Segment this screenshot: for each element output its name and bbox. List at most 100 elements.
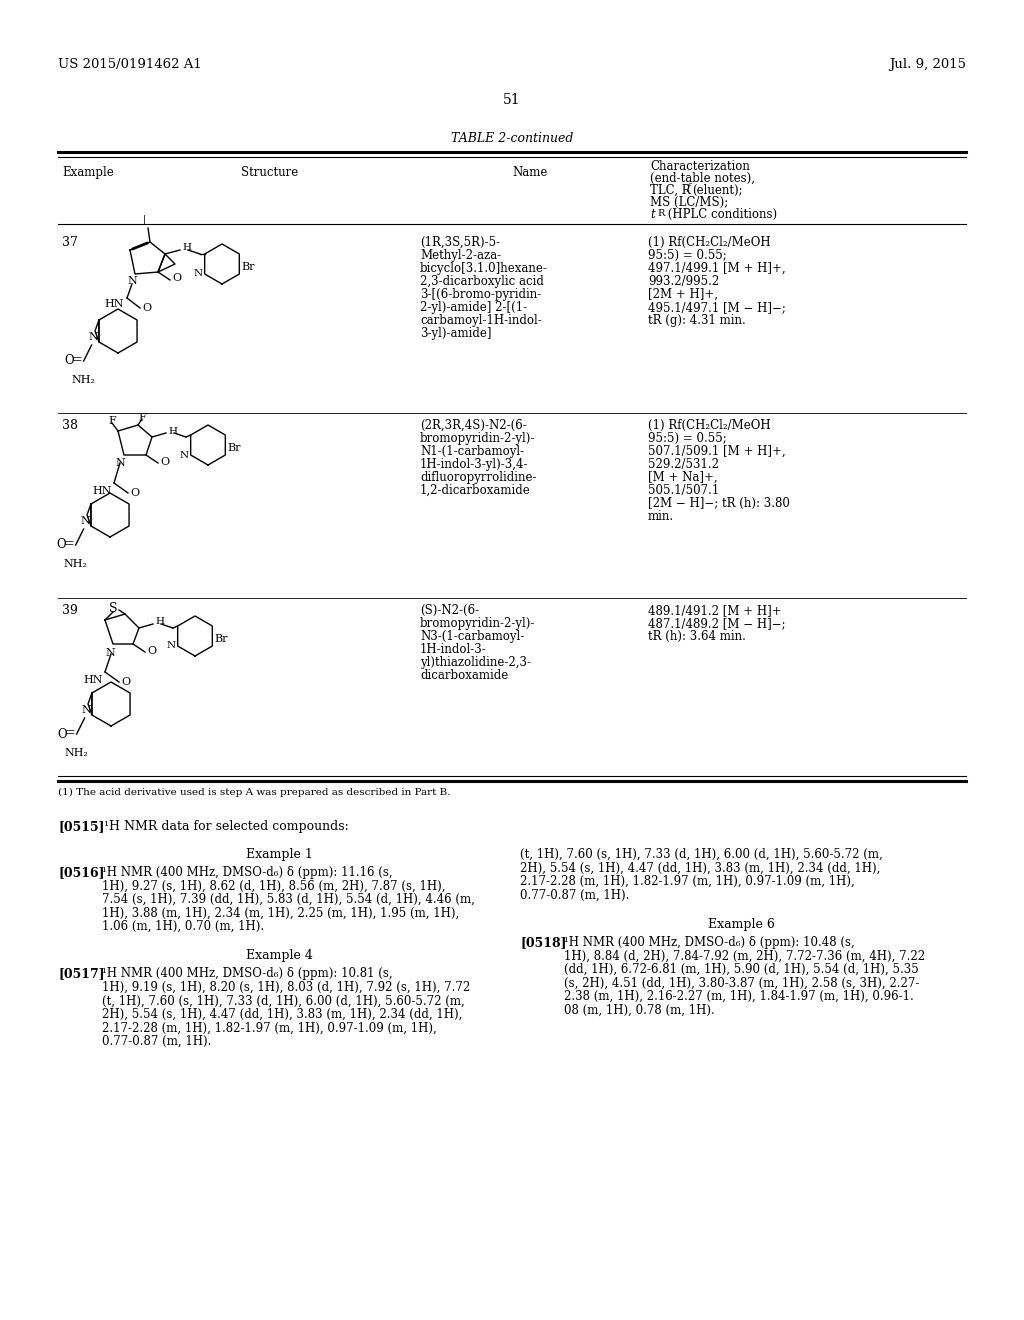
Text: 529.2/531.2: 529.2/531.2 (648, 458, 719, 471)
Text: O: O (160, 457, 169, 467)
Text: =: = (63, 537, 74, 550)
Text: dicarboxamide: dicarboxamide (420, 669, 508, 682)
Text: N: N (167, 642, 176, 651)
Text: t: t (650, 209, 654, 220)
Text: HN: HN (92, 486, 112, 496)
Text: ¹H NMR (400 MHz, DMSO-d₆) δ (ppm): 10.81 (s,: ¹H NMR (400 MHz, DMSO-d₆) δ (ppm): 10.81… (102, 968, 392, 981)
Text: [0515]: [0515] (58, 820, 104, 833)
Text: (S)-N2-(6-: (S)-N2-(6- (420, 605, 479, 616)
Text: Jul. 9, 2015: Jul. 9, 2015 (889, 58, 966, 71)
Text: O: O (56, 539, 67, 552)
Text: N3-(1-carbamoyl-: N3-(1-carbamoyl- (420, 630, 524, 643)
Text: =: = (72, 354, 82, 367)
Text: H: H (155, 618, 164, 627)
Text: 7.54 (s, 1H), 7.39 (dd, 1H), 5.83 (d, 1H), 5.54 (d, 1H), 4.46 (m,: 7.54 (s, 1H), 7.39 (dd, 1H), 5.83 (d, 1H… (102, 894, 475, 906)
Text: [2M + H]+,: [2M + H]+, (648, 288, 718, 301)
Text: N: N (194, 269, 203, 279)
Text: Br: Br (227, 444, 241, 453)
Text: Name: Name (512, 166, 548, 180)
Text: Methyl-2-aza-: Methyl-2-aza- (420, 249, 501, 261)
Text: 37: 37 (62, 236, 78, 249)
Text: 0.77-0.87 (m, 1H).: 0.77-0.87 (m, 1H). (520, 888, 630, 902)
Text: [0518]: [0518] (520, 936, 566, 949)
Text: 2.17-2.28 (m, 1H), 1.82-1.97 (m, 1H), 0.97-1.09 (m, 1H),: 2.17-2.28 (m, 1H), 1.82-1.97 (m, 1H), 0.… (520, 875, 855, 888)
Text: |: | (142, 214, 145, 224)
Text: 1H-indol-3-yl)-3,4-: 1H-indol-3-yl)-3,4- (420, 458, 528, 471)
Text: 1H), 9.19 (s, 1H), 8.20 (s, 1H), 8.03 (d, 1H), 7.92 (s, 1H), 7.72: 1H), 9.19 (s, 1H), 8.20 (s, 1H), 8.03 (d… (102, 981, 470, 994)
Text: 1H), 9.27 (s, 1H), 8.62 (d, 1H), 8.56 (m, 2H), 7.87 (s, 1H),: 1H), 9.27 (s, 1H), 8.62 (d, 1H), 8.56 (m… (102, 879, 445, 892)
Text: H: H (182, 243, 191, 252)
Text: O: O (142, 304, 152, 313)
Text: N: N (89, 333, 98, 342)
Text: 95:5) = 0.55;: 95:5) = 0.55; (648, 249, 727, 261)
Text: NH₂: NH₂ (63, 558, 88, 569)
Text: 489.1/491.2 [M + H]+: 489.1/491.2 [M + H]+ (648, 605, 781, 616)
Text: (t, 1H), 7.60 (s, 1H), 7.33 (d, 1H), 6.00 (d, 1H), 5.60-5.72 (m,: (t, 1H), 7.60 (s, 1H), 7.33 (d, 1H), 6.0… (102, 994, 465, 1007)
Text: ¹H NMR (400 MHz, DMSO-d₆) δ (ppm): 11.16 (s,: ¹H NMR (400 MHz, DMSO-d₆) δ (ppm): 11.16… (102, 866, 392, 879)
Text: (1) The acid derivative used is step A was prepared as described in Part B.: (1) The acid derivative used is step A w… (58, 788, 451, 797)
Text: 08 (m, 1H), 0.78 (m, 1H).: 08 (m, 1H), 0.78 (m, 1H). (564, 1003, 715, 1016)
Text: Characterization: Characterization (650, 160, 750, 173)
Text: N: N (81, 516, 90, 525)
Text: f: f (687, 183, 690, 191)
Text: [0516]: [0516] (58, 866, 104, 879)
Text: =: = (65, 726, 75, 739)
Text: F: F (109, 416, 116, 426)
Text: 495.1/497.1 [M − H]−;: 495.1/497.1 [M − H]−; (648, 301, 785, 314)
Text: (dd, 1H), 6.72-6.81 (m, 1H), 5.90 (d, 1H), 5.54 (d, 1H), 5.35: (dd, 1H), 6.72-6.81 (m, 1H), 5.90 (d, 1H… (564, 964, 919, 975)
Text: 2H), 5.54 (s, 1H), 4.47 (dd, 1H), 3.83 (m, 1H), 2.34 (dd, 1H),: 2H), 5.54 (s, 1H), 4.47 (dd, 1H), 3.83 (… (102, 1008, 463, 1020)
Text: N: N (179, 450, 188, 459)
Text: Example 6: Example 6 (708, 917, 774, 931)
Text: NH₂: NH₂ (72, 375, 95, 385)
Text: 2-yl)-amide] 2-[(1-: 2-yl)-amide] 2-[(1- (420, 301, 527, 314)
Text: Structure: Structure (242, 166, 299, 180)
Text: 1.06 (m, 1H), 0.70 (m, 1H).: 1.06 (m, 1H), 0.70 (m, 1H). (102, 920, 264, 933)
Text: O: O (130, 488, 139, 498)
Text: S: S (109, 602, 118, 615)
Text: bicyclo[3.1.0]hexane-: bicyclo[3.1.0]hexane- (420, 261, 548, 275)
Text: 505.1/507.1: 505.1/507.1 (648, 484, 719, 498)
Text: 1H), 3.88 (m, 1H), 2.34 (m, 1H), 2.25 (m, 1H), 1.95 (m, 1H),: 1H), 3.88 (m, 1H), 2.34 (m, 1H), 2.25 (m… (102, 907, 459, 920)
Text: TABLE 2-continued: TABLE 2-continued (451, 132, 573, 144)
Text: 507.1/509.1 [M + H]+,: 507.1/509.1 [M + H]+, (648, 445, 785, 458)
Text: (HPLC conditions): (HPLC conditions) (664, 209, 777, 220)
Text: 2.17-2.28 (m, 1H), 1.82-1.97 (m, 1H), 0.97-1.09 (m, 1H),: 2.17-2.28 (m, 1H), 1.82-1.97 (m, 1H), 0.… (102, 1022, 437, 1035)
Text: N: N (105, 648, 115, 657)
Text: Br: Br (214, 634, 227, 644)
Text: O: O (65, 355, 75, 367)
Text: bromopyridin-2-yl)-: bromopyridin-2-yl)- (420, 432, 536, 445)
Text: HN: HN (83, 675, 102, 685)
Text: [M + Na]+,: [M + Na]+, (648, 471, 718, 484)
Text: Br: Br (242, 261, 255, 272)
Text: Example 4: Example 4 (246, 949, 312, 962)
Text: 2H), 5.54 (s, 1H), 4.47 (dd, 1H), 3.83 (m, 1H), 2.34 (dd, 1H),: 2H), 5.54 (s, 1H), 4.47 (dd, 1H), 3.83 (… (520, 862, 881, 874)
Text: 993.2/995.2: 993.2/995.2 (648, 275, 719, 288)
Text: 38: 38 (62, 418, 78, 432)
Text: 1H), 8.84 (d, 2H), 7.84-7.92 (m, 2H), 7.72-7.36 (m, 4H), 7.22: 1H), 8.84 (d, 2H), 7.84-7.92 (m, 2H), 7.… (564, 949, 925, 962)
Text: O: O (57, 727, 68, 741)
Text: N: N (127, 276, 137, 286)
Text: 497.1/499.1 [M + H]+,: 497.1/499.1 [M + H]+, (648, 261, 785, 275)
Text: min.: min. (648, 510, 674, 523)
Text: N1-(1-carbamoyl-: N1-(1-carbamoyl- (420, 445, 524, 458)
Text: H: H (168, 426, 177, 436)
Text: F: F (138, 413, 145, 422)
Text: 2.38 (m, 1H), 2.16-2.27 (m, 1H), 1.84-1.97 (m, 1H), 0.96-1.: 2.38 (m, 1H), 2.16-2.27 (m, 1H), 1.84-1.… (564, 990, 913, 1003)
Text: O: O (172, 273, 181, 282)
Text: 0.77-0.87 (m, 1H).: 0.77-0.87 (m, 1H). (102, 1035, 211, 1048)
Text: N: N (82, 705, 91, 715)
Text: 39: 39 (62, 605, 78, 616)
Text: R: R (657, 209, 665, 218)
Text: carbamoyl-1H-indol-: carbamoyl-1H-indol- (420, 314, 542, 327)
Text: (1) Rf(CH₂Cl₂/MeOH: (1) Rf(CH₂Cl₂/MeOH (648, 236, 771, 249)
Text: [0517]: [0517] (58, 968, 104, 981)
Text: (1) Rf(CH₂Cl₂/MeOH: (1) Rf(CH₂Cl₂/MeOH (648, 418, 771, 432)
Text: bromopyridin-2-yl)-: bromopyridin-2-yl)- (420, 616, 536, 630)
Text: 2,3-dicarboxylic acid: 2,3-dicarboxylic acid (420, 275, 544, 288)
Text: (1R,3S,5R)-5-: (1R,3S,5R)-5- (420, 236, 500, 249)
Text: HN: HN (104, 300, 124, 309)
Text: NH₂: NH₂ (65, 748, 88, 758)
Text: (s, 2H), 4.51 (dd, 1H), 3.80-3.87 (m, 1H), 2.58 (s, 3H), 2.27-: (s, 2H), 4.51 (dd, 1H), 3.80-3.87 (m, 1H… (564, 977, 920, 990)
Text: (eluent);: (eluent); (692, 183, 742, 197)
Text: [2M − H]−; tR (h): 3.80: [2M − H]−; tR (h): 3.80 (648, 498, 790, 510)
